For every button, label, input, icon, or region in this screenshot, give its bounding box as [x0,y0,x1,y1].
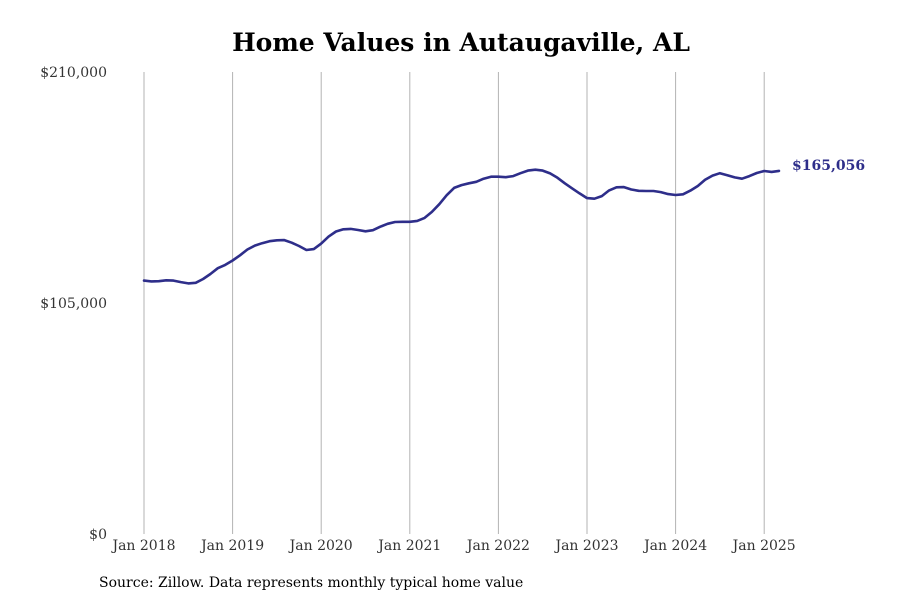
y-tick-label: $0 [89,527,107,543]
chart-title: Home Values in Autaugaville, AL [232,28,690,57]
y-tick-label: $105,000 [40,296,107,312]
x-tick-label: Jan 2023 [553,538,618,554]
x-axis-ticks: Jan 2018 Jan 2019 Jan 2020 Jan 2021 Jan 2022… [110,538,795,554]
x-tick-label: Jan 2019 [199,538,264,554]
x-tick-label: Jan 2021 [376,538,441,554]
source-note: Source: Zillow. Data represents monthly … [99,575,523,591]
x-tick-label: Jan 2020 [288,538,353,554]
x-tick-label: Jan 2024 [642,538,707,554]
x-tick-label: Jan 2025 [731,538,796,554]
home-value-line [142,168,781,285]
latest-value-label: $165,056 [792,158,865,174]
vertical-grid [143,72,765,534]
y-tick-label: $210,000 [40,65,107,81]
y-axis-ticks: $0 $105,000 $210,000 [40,65,107,543]
x-tick-label: Jan 2018 [110,538,175,554]
x-tick-label: Jan 2022 [465,538,530,554]
